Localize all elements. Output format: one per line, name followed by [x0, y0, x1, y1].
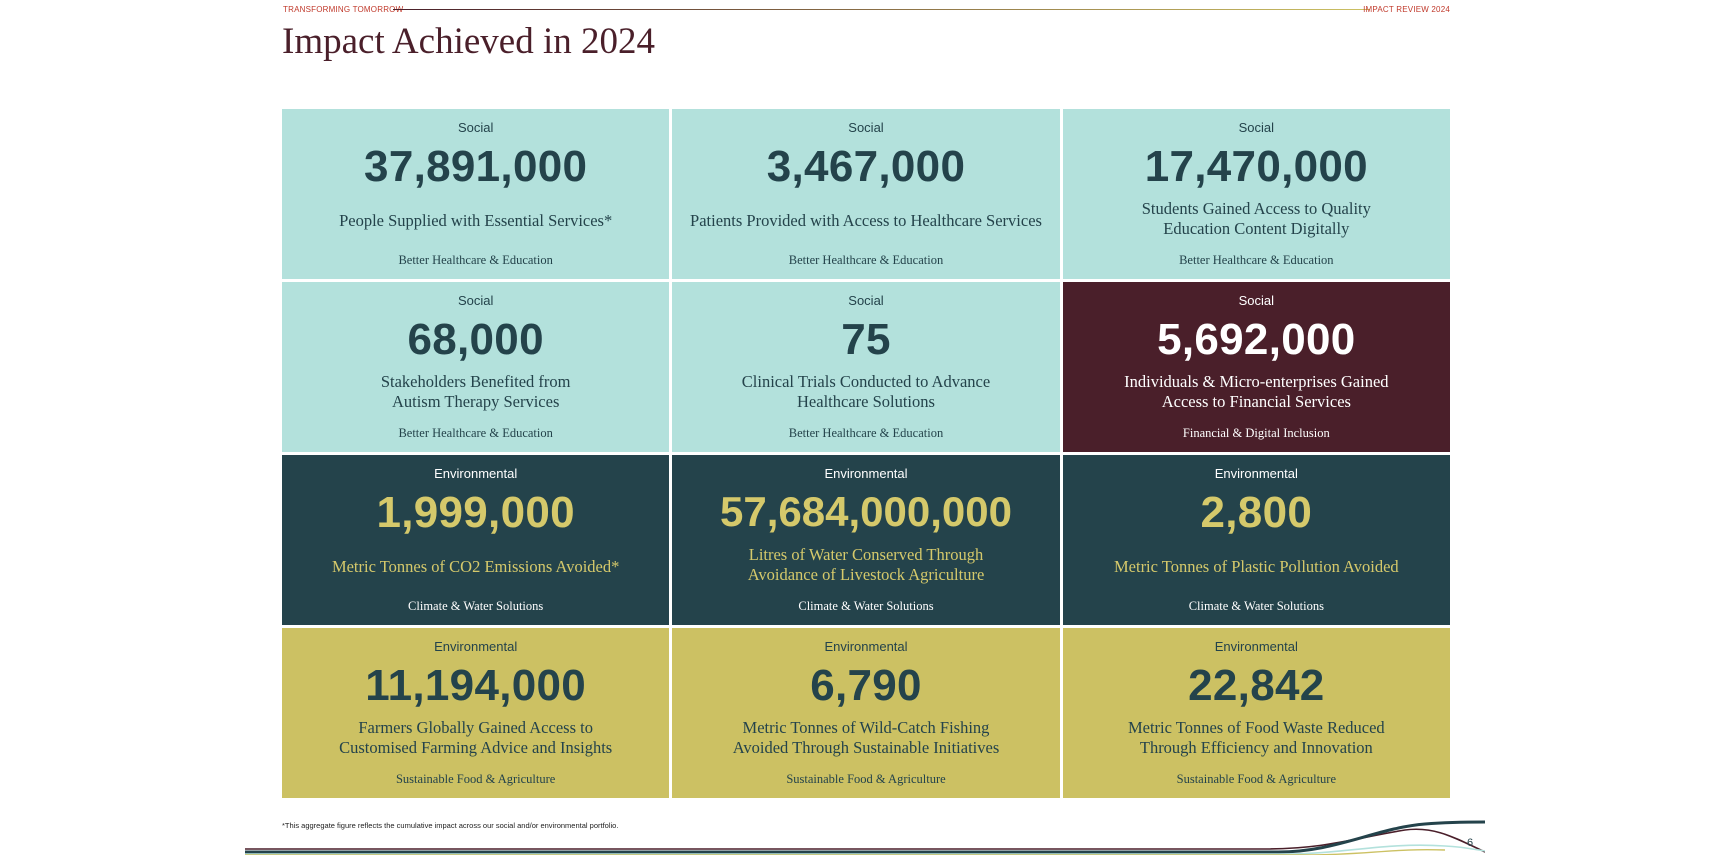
card-theme: Climate & Water Solutions — [408, 599, 544, 613]
header-left-label: TRANSFORMING TOMORROW — [283, 5, 404, 14]
card-description-line: Access to Financial Services — [1161, 392, 1351, 411]
card-theme: Sustainable Food & Agriculture — [395, 772, 556, 786]
card-category: Environmental — [434, 466, 518, 481]
card-category: Environmental — [1214, 466, 1298, 481]
footer-line-light — [245, 844, 1485, 855]
impact-card: Social 17,470,000 Students Gained Access t… — [1062, 109, 1450, 279]
header-right-label: IMPACT REVIEW 2024 — [1363, 5, 1450, 14]
card-description-line: Metric Tonnes of Plastic Pollution Avoid… — [1113, 557, 1399, 576]
card-theme: Financial & Digital Inclusion — [1182, 426, 1330, 440]
card-description-line: Clinical Trials Conducted to Advance — [741, 372, 991, 391]
impact-card: Environmental 6,790 Metric Tonnes of Wild-… — [672, 628, 1060, 798]
card-description-line: Patients Provided with Access to Healthc… — [690, 211, 1042, 230]
impact-card: Environmental 2,800 Metric Tonnes of Plast… — [1062, 455, 1450, 625]
footer-line-burgundy — [245, 828, 1485, 853]
impact-card: Environmental 1,999,000 Metric Tonnes of C… — [282, 455, 670, 625]
card-category: Environmental — [434, 639, 518, 654]
page-title: Impact Achieved in 2024 — [282, 21, 655, 62]
card-category: Environmental — [824, 639, 908, 654]
card-value: 75 — [841, 315, 891, 364]
card-description-line: Metric Tonnes of CO2 Emissions Avoided* — [331, 557, 620, 576]
footer-line-teal — [245, 820, 1485, 854]
footnote: *This aggregate figure reflects the cumu… — [282, 821, 619, 830]
card-theme: Better Healthcare & Education — [1179, 253, 1334, 267]
card-description-line: Healthcare Solutions — [797, 392, 935, 411]
card-value: 6,790 — [810, 661, 922, 710]
card-theme: Climate & Water Solutions — [1188, 599, 1324, 613]
card-value: 3,467,000 — [766, 142, 966, 191]
card-description-line: Customised Farming Advice and Insights — [339, 738, 613, 757]
card-theme: Sustainable Food & Agriculture — [1176, 772, 1336, 786]
card-value: 57,684,000,000 — [720, 488, 1012, 535]
card-description-line: Metric Tonnes of Wild-Catch Fishing — [742, 718, 990, 737]
impact-grid: Social 37,891,000 People Supplied with Ess… — [282, 109, 1450, 798]
card-category: Social — [848, 120, 884, 135]
card-category: Social — [457, 293, 494, 308]
footer-decoration — [245, 820, 1485, 855]
card-category: Social — [1238, 120, 1275, 135]
card-description: Litres of Water Conserved Through Avoidan… — [680, 545, 1051, 589]
card-description-line: Autism Therapy Services — [391, 392, 560, 411]
card-value: 22,842 — [1188, 661, 1325, 710]
card-value: 2,800 — [1200, 488, 1313, 537]
card-description-line: Students Gained Access to Quality — [1141, 199, 1371, 218]
card-value: 1,999,000 — [376, 488, 575, 537]
header-rule — [393, 9, 1370, 10]
card-description: Metric Tonnes of Plastic Pollution Avoid… — [1071, 545, 1442, 589]
card-theme: Climate & Water Solutions — [798, 599, 934, 613]
card-description-line: Litres of Water Conserved Through — [748, 545, 984, 564]
card-description: Metric Tonnes of Food Waste Reduced Throu… — [1071, 718, 1442, 762]
card-value: 37,891,000 — [364, 142, 588, 191]
card-value: 5,692,000 — [1157, 315, 1356, 364]
impact-card: Environmental 57,684,000,000 Litres of Wat… — [672, 455, 1060, 625]
card-theme: Better Healthcare & Education — [788, 426, 944, 440]
card-theme: Better Healthcare & Education — [398, 426, 553, 440]
card-description: Metric Tonnes of Wild-Catch Fishing Avoid… — [680, 718, 1051, 762]
card-description: Students Gained Access to Quality Educati… — [1071, 199, 1442, 243]
card-value: 17,470,000 — [1144, 142, 1368, 191]
card-theme: Sustainable Food & Agriculture — [786, 772, 946, 786]
card-description-line: Farmers Globally Gained Access to — [358, 718, 593, 737]
card-description-line: Avoidance of Livestock Agriculture — [747, 565, 985, 584]
card-description-line: Education Content Digitally — [1163, 219, 1350, 238]
card-category: Environmental — [1214, 639, 1298, 654]
card-description-line: Metric Tonnes of Food Waste Reduced — [1127, 718, 1385, 737]
card-description: Patients Provided with Access to Healthc… — [680, 199, 1051, 243]
card-description-line: Stakeholders Benefited from — [380, 372, 571, 391]
page-number: 6 — [1467, 837, 1474, 849]
impact-card: Social 37,891,000 People Supplied with Ess… — [282, 109, 670, 279]
card-theme: Better Healthcare & Education — [398, 253, 553, 267]
card-value: 11,194,000 — [365, 661, 587, 710]
card-description: Stakeholders Benefited from Autism Therap… — [290, 372, 661, 416]
card-category: Environmental — [824, 466, 908, 481]
card-theme: Better Healthcare & Education — [788, 253, 944, 267]
impact-card: Social 5,692,000 Individuals & Micro-enter… — [1062, 282, 1450, 452]
card-description: Individuals & Micro-enterprises Gained Ac… — [1071, 372, 1442, 416]
card-description-line: People Supplied with Essential Services* — [339, 211, 613, 230]
card-description-line: Through Efficiency and Innovation — [1139, 738, 1373, 757]
impact-card: Social 68,000 Stakeholders Benefited from A… — [282, 282, 670, 452]
card-description-line: Individuals & Micro-enterprises Gained — [1124, 372, 1389, 391]
card-category: Social — [457, 120, 494, 135]
card-category: Social — [848, 293, 884, 308]
card-description: People Supplied with Essential Services* — [290, 199, 661, 243]
impact-card: Environmental 22,842 Metric Tonnes of Food… — [1062, 628, 1450, 798]
card-description: Farmers Globally Gained Access to Customi… — [290, 718, 661, 762]
card-category: Social — [1238, 293, 1275, 308]
card-description: Clinical Trials Conducted to Advance Heal… — [680, 372, 1051, 416]
impact-card: Environmental 11,194,000 Farmers Globally … — [282, 628, 670, 798]
impact-card: Social 75 Clinical Trials Conducted to Adv… — [672, 282, 1060, 452]
card-description: Metric Tonnes of CO2 Emissions Avoided* — [290, 545, 661, 589]
card-value: 68,000 — [407, 315, 544, 364]
card-description-line: Avoided Through Sustainable Initiatives — [732, 738, 1000, 757]
impact-card: Social 3,467,000 Patients Provided with Ac… — [672, 109, 1060, 279]
